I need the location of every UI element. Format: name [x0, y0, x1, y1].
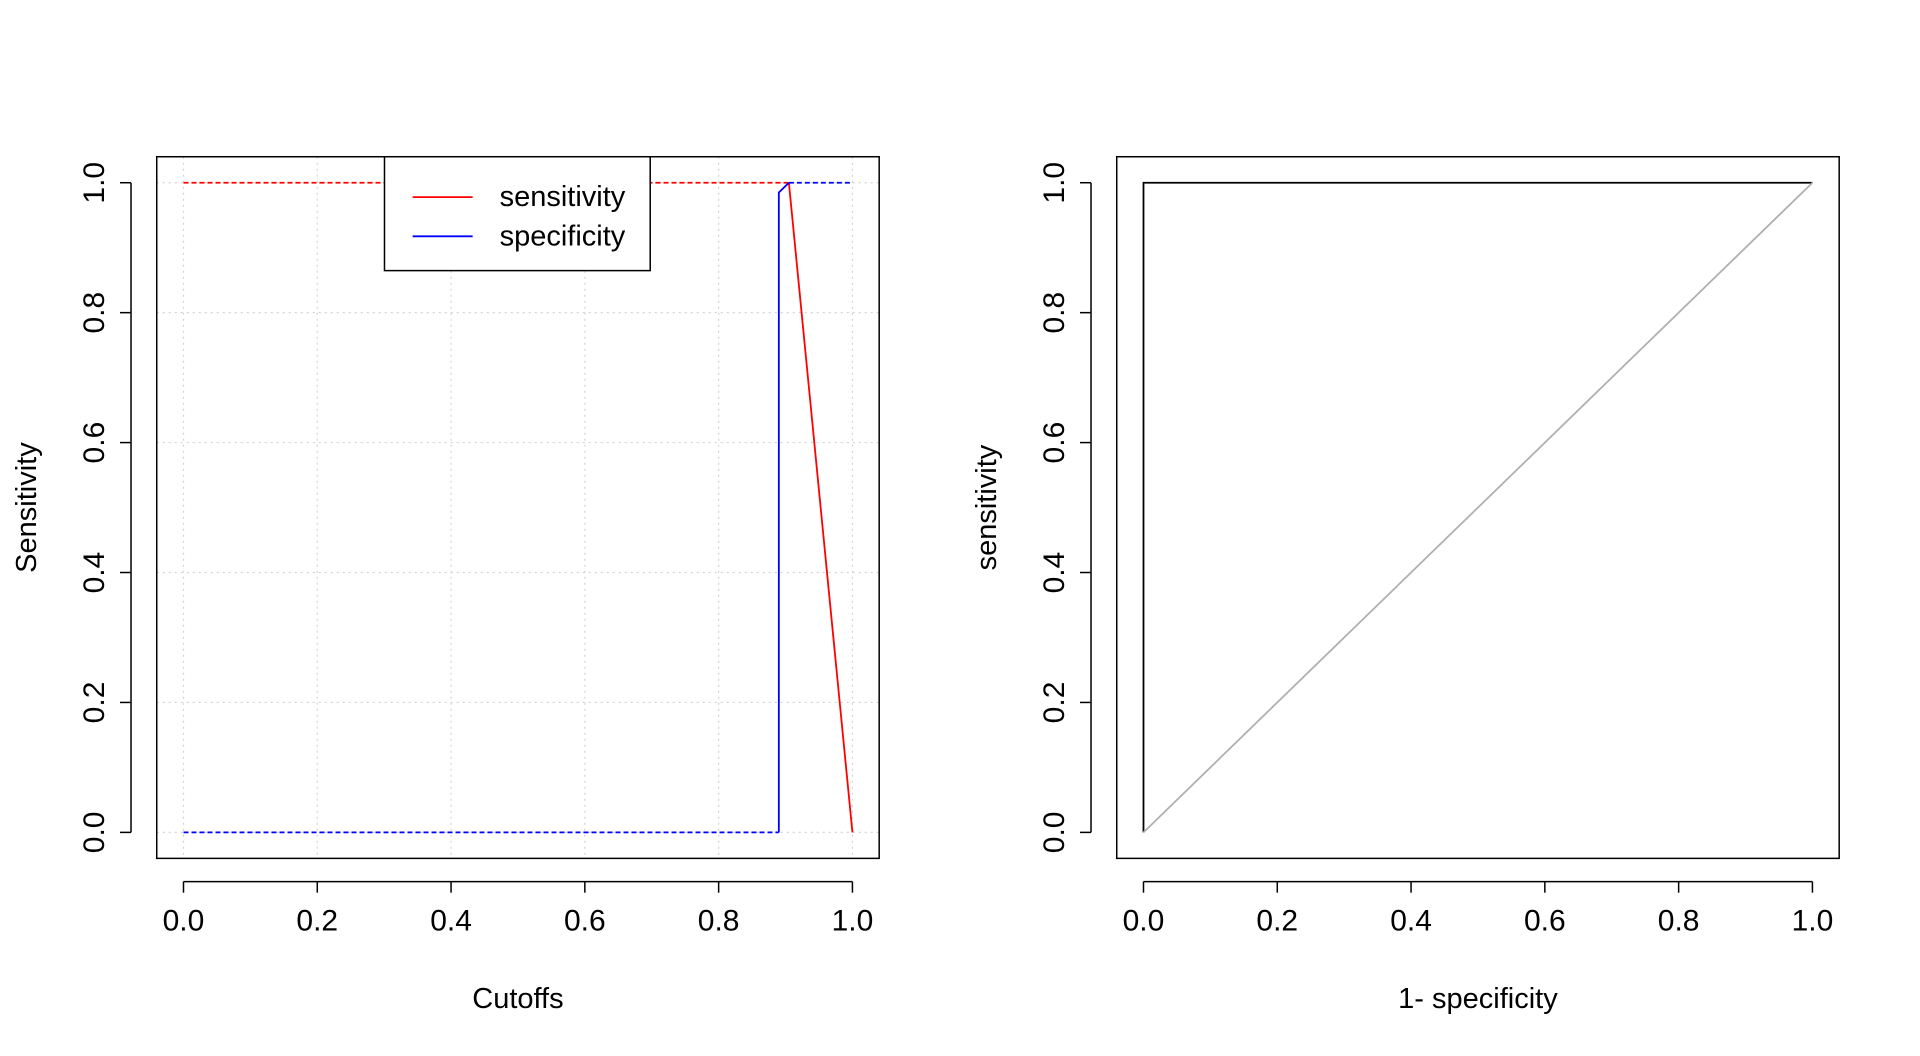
- y-tick-label: 1.0: [78, 162, 111, 204]
- x-tick-label: 0.2: [1256, 905, 1298, 938]
- series-line-sensitivity: [787, 182, 854, 833]
- series-line-curve-0: [1142, 181, 1813, 833]
- x-tick-label: 0.4: [1390, 905, 1432, 938]
- series-line-curve-1: [1142, 182, 1814, 834]
- legend-box: [383, 155, 651, 272]
- series-line-specificity: [777, 182, 790, 833]
- cutoff-plot-panel: 0.0 0.2 0.4 0.6 0.8 1.0 0.0 0.2 0.4 0.6 0.8 1.0 Cuto…: [11, 155, 880, 1015]
- x-tick-label: 0.0: [1123, 905, 1165, 938]
- x-tick-label: 0.8: [1658, 905, 1700, 938]
- x-tick-label: 1.0: [832, 905, 874, 938]
- x-tick-label: 0.6: [1524, 905, 1566, 938]
- roc-plot-panel: 0.0 0.2 0.4 0.6 0.8 1.0 0.0 0.2 0.4 0.6 0.8 1.0 1- s…: [971, 155, 1840, 1015]
- x-tick-label: 0.4: [430, 905, 472, 938]
- y-tick-label: 0.4: [78, 552, 111, 594]
- x-tick-label: 1.0: [1792, 905, 1834, 938]
- y-tick-label: 0.2: [78, 682, 111, 724]
- legend-label-sensitivity: sensitivity: [500, 181, 626, 213]
- y-tick-label: 0.0: [1038, 812, 1071, 854]
- y-tick-label: 1.0: [1038, 162, 1071, 204]
- x-axis-title: 1- specificity: [1398, 983, 1558, 1015]
- chart-legend: sensitivity specificity: [383, 155, 651, 272]
- x-tick-label: 0.8: [698, 905, 740, 938]
- y-tick-label: 0.2: [1038, 682, 1071, 724]
- y-tick-label: 0.6: [1038, 422, 1071, 464]
- x-tick-label: 0.2: [296, 905, 338, 938]
- y-tick-label: 0.4: [1038, 552, 1071, 594]
- y-tick-label: 0.6: [78, 422, 111, 464]
- y-axis-title: Sensitivity: [11, 442, 43, 573]
- x-axis-title: Cutoffs: [472, 983, 563, 1015]
- y-tick-label: 0.8: [78, 292, 111, 334]
- y-tick-label: 0.8: [1038, 292, 1071, 334]
- y-axis-title: sensitivity: [971, 444, 1003, 570]
- y-tick-label: 0.0: [78, 812, 111, 854]
- x-tick-label: 0.0: [163, 905, 205, 938]
- legend-label-specificity: specificity: [500, 220, 626, 252]
- plot-frame: [1115, 155, 1840, 860]
- x-tick-label: 0.6: [564, 905, 606, 938]
